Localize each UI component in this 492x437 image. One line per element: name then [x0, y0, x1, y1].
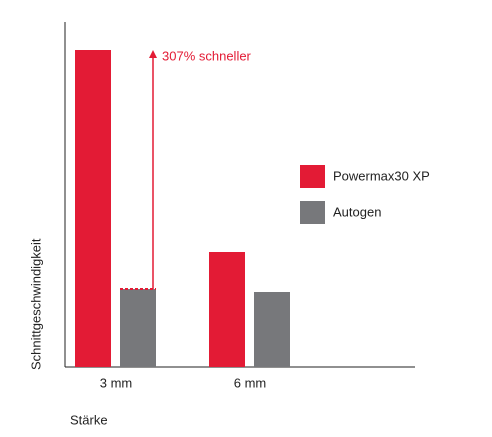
y-axis-label: Schnittgeschwindigkeit: [28, 238, 43, 370]
bar: [209, 252, 245, 367]
x-tick-label: 3 mm: [100, 375, 133, 390]
bar: [75, 50, 111, 367]
annotation-arrowhead: [149, 50, 157, 58]
legend-label: Powermax30 XP: [333, 168, 430, 183]
legend-label: Autogen: [333, 204, 381, 219]
legend-swatch: [300, 165, 325, 188]
x-tick-label: 6 mm: [234, 375, 267, 390]
bar: [120, 289, 156, 367]
bar: [254, 292, 290, 367]
legend-swatch: [300, 201, 325, 224]
annotation: 307% schneller: [162, 48, 252, 63]
x-axis-label: Stärke: [70, 412, 108, 427]
